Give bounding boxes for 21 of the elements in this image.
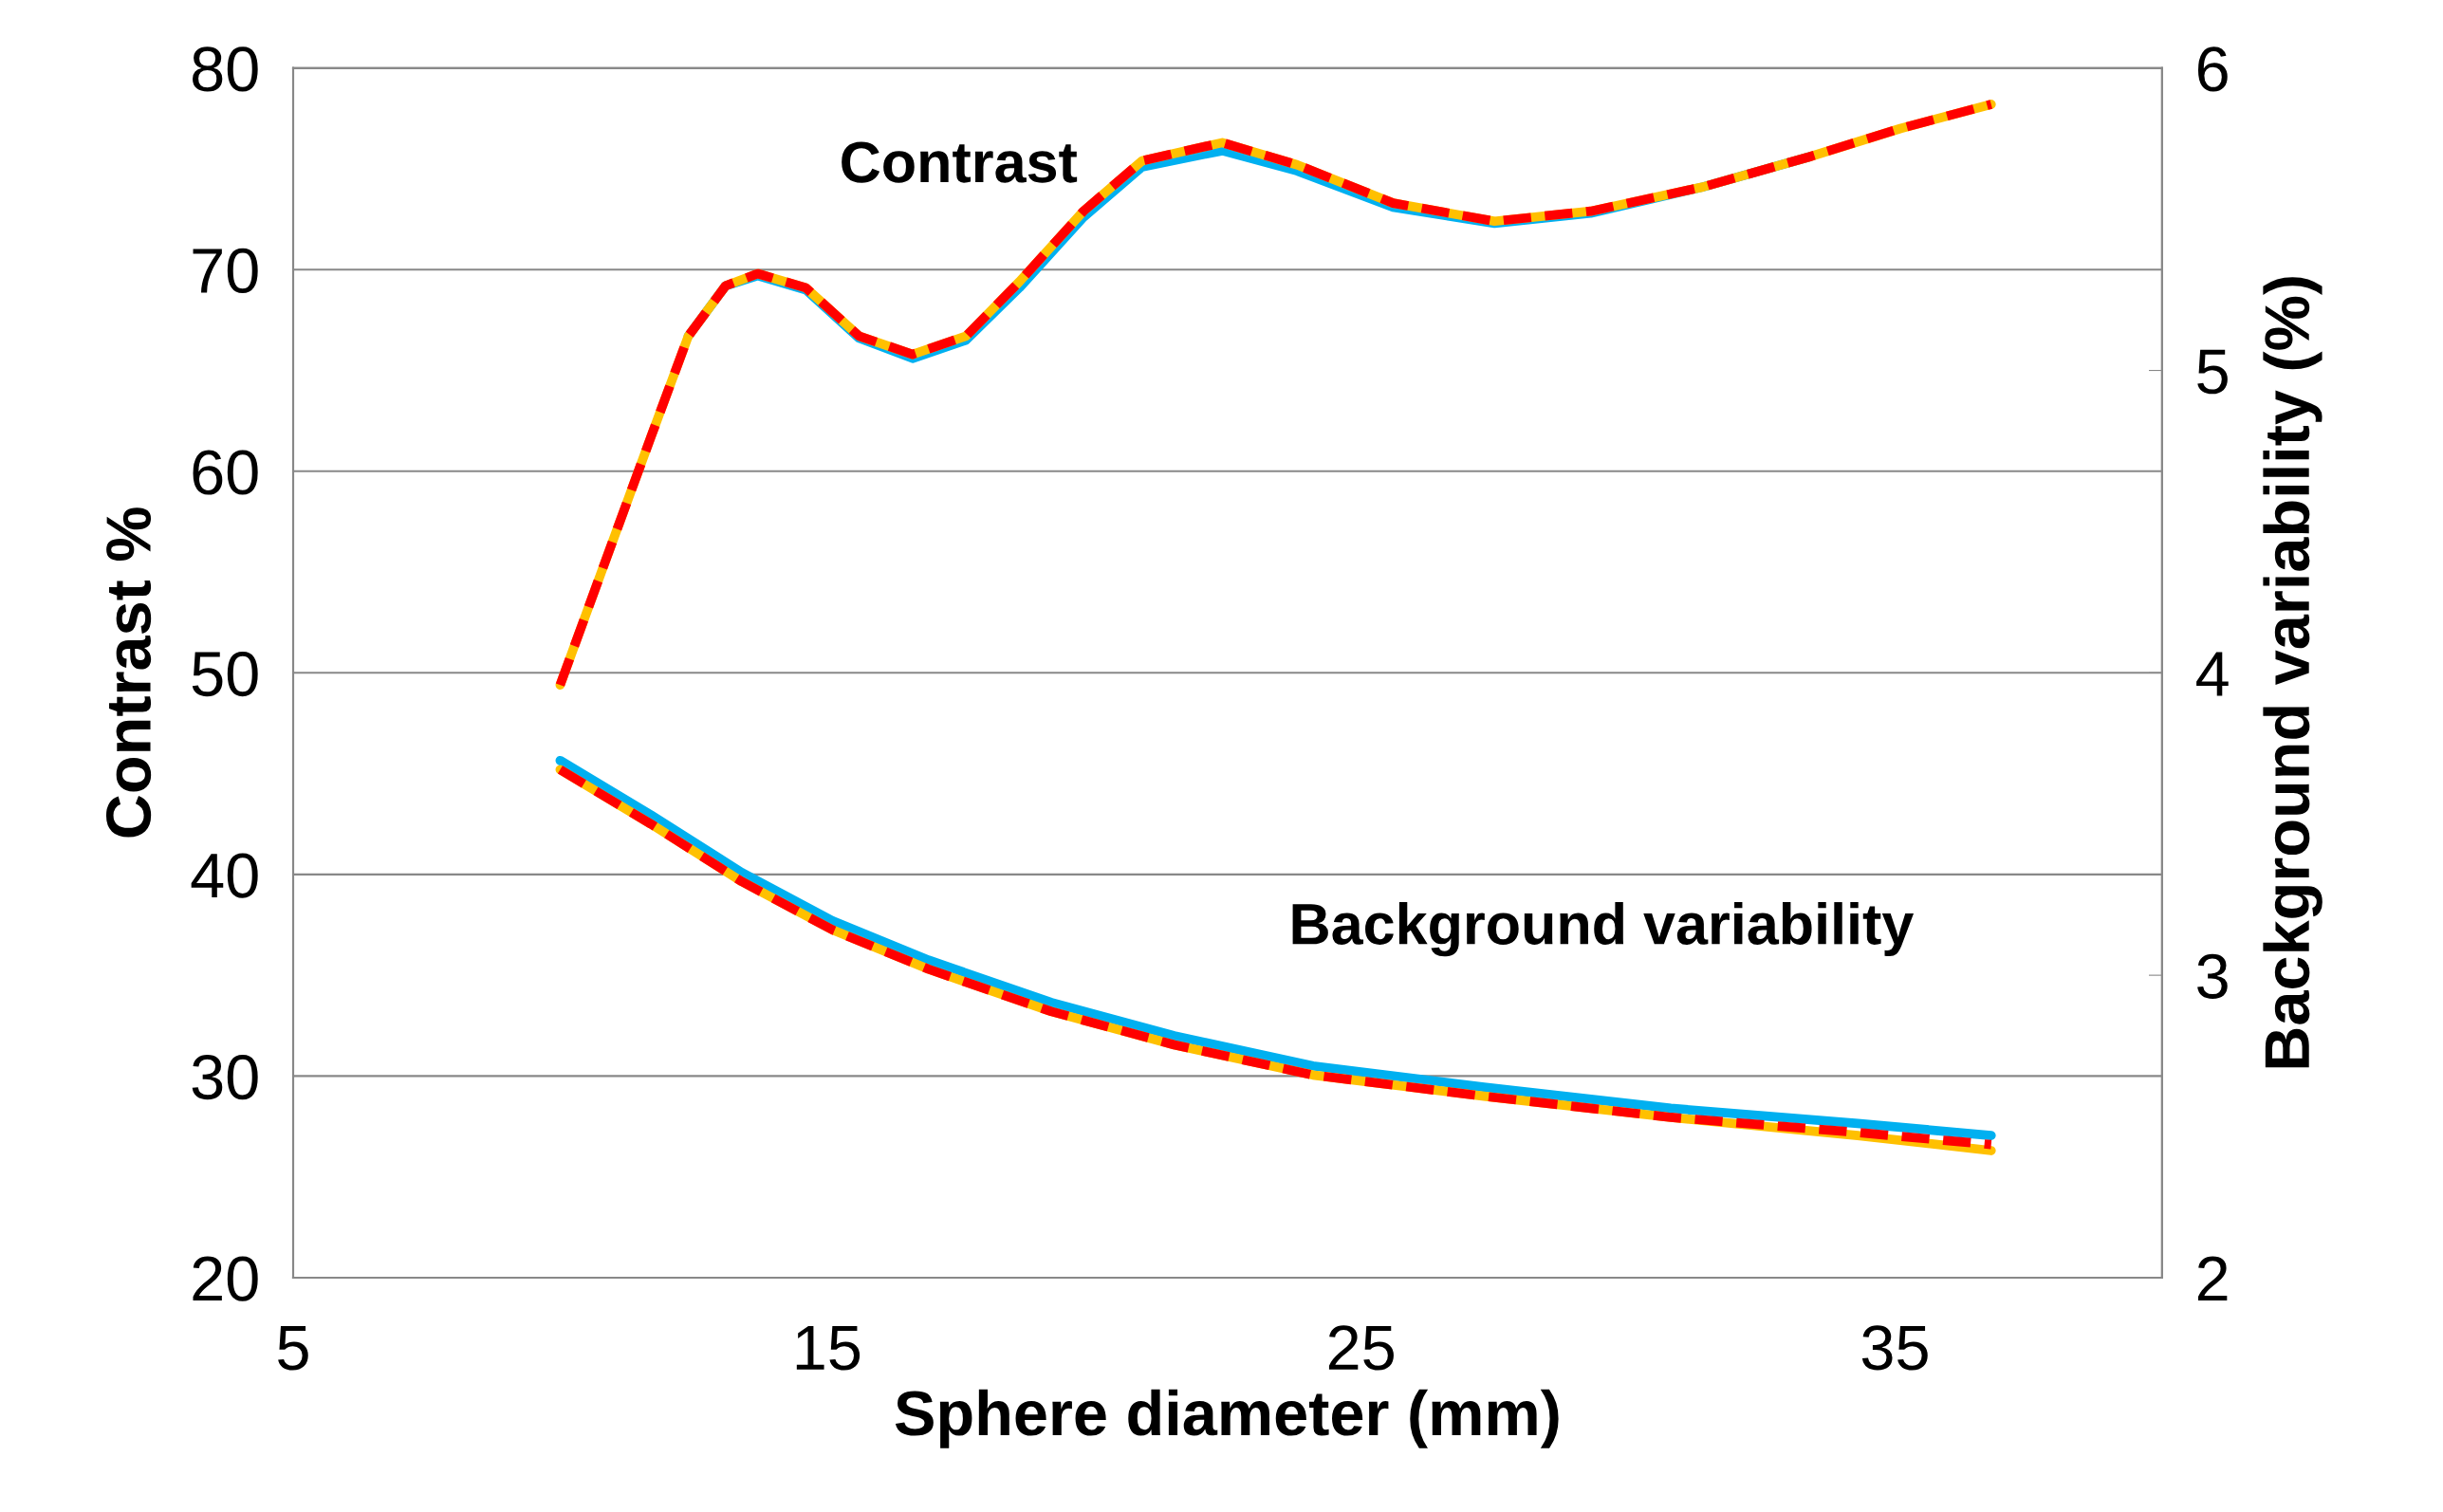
y2-tick-label: 3 <box>2197 953 2228 999</box>
y2-tick-label: 4 <box>2196 652 2229 696</box>
x-tick-label: 35 <box>1861 1325 1928 1371</box>
y-tick-label: 30 <box>192 1055 258 1100</box>
y-tick-label: 40 <box>191 853 258 898</box>
x-tick-label: 5 <box>278 1325 308 1371</box>
y2-tick-label: 5 <box>2197 349 2228 395</box>
annotation: Background variability <box>1292 902 1915 957</box>
y2-tick-label: 2 <box>2197 1256 2228 1301</box>
x-axis-title: Sphere diameter (mm) <box>895 1389 1559 1448</box>
y2-tick-label: 6 <box>2197 46 2228 92</box>
y-tick-label: 60 <box>193 450 258 495</box>
y-tick-label: 70 <box>193 248 258 294</box>
y-axis-title: Contrast % <box>105 507 152 838</box>
x-tick-label: 25 <box>1328 1325 1394 1371</box>
x-tick-label: 15 <box>796 1325 861 1371</box>
y2-axis-title: Background variability (%) <box>2263 277 2323 1068</box>
annotation: Contrast <box>842 141 1078 183</box>
y-tick-label: 80 <box>193 46 258 92</box>
y-tick-label: 50 <box>192 651 258 697</box>
y-tick-label: 20 <box>193 1256 258 1301</box>
